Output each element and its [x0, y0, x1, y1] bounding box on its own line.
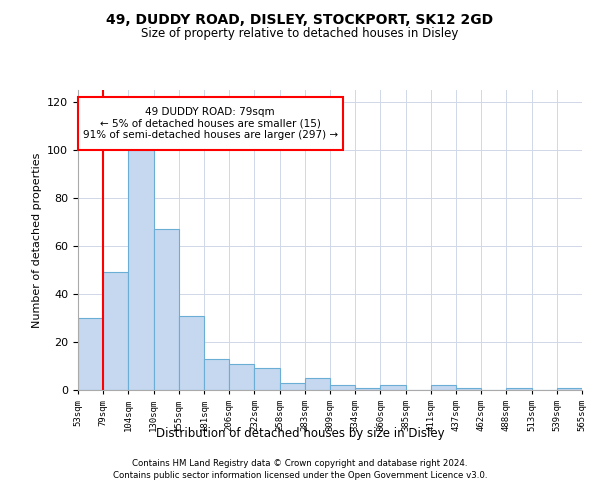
Text: Distribution of detached houses by size in Disley: Distribution of detached houses by size … — [155, 428, 445, 440]
Bar — [305, 378, 330, 390]
Bar — [280, 383, 305, 390]
Text: 49 DUDDY ROAD: 79sqm
← 5% of detached houses are smaller (15)
91% of semi-detach: 49 DUDDY ROAD: 79sqm ← 5% of detached ho… — [83, 107, 338, 140]
Bar — [103, 272, 128, 390]
Bar — [78, 97, 343, 150]
Bar — [506, 388, 532, 390]
Bar — [179, 316, 204, 390]
Y-axis label: Number of detached properties: Number of detached properties — [32, 152, 41, 328]
Text: Size of property relative to detached houses in Disley: Size of property relative to detached ho… — [142, 28, 458, 40]
Bar — [78, 318, 103, 390]
Text: Contains HM Land Registry data © Crown copyright and database right 2024.
Contai: Contains HM Land Registry data © Crown c… — [113, 458, 487, 480]
Bar — [431, 385, 456, 390]
Bar — [557, 388, 582, 390]
Bar — [229, 364, 254, 390]
Bar — [330, 385, 355, 390]
Text: 49, DUDDY ROAD, DISLEY, STOCKPORT, SK12 2GD: 49, DUDDY ROAD, DISLEY, STOCKPORT, SK12 … — [106, 12, 494, 26]
Bar — [254, 368, 280, 390]
Bar — [204, 359, 229, 390]
Bar — [128, 150, 154, 390]
Bar — [456, 388, 481, 390]
Bar — [380, 385, 406, 390]
Bar — [154, 229, 179, 390]
Bar — [355, 388, 380, 390]
